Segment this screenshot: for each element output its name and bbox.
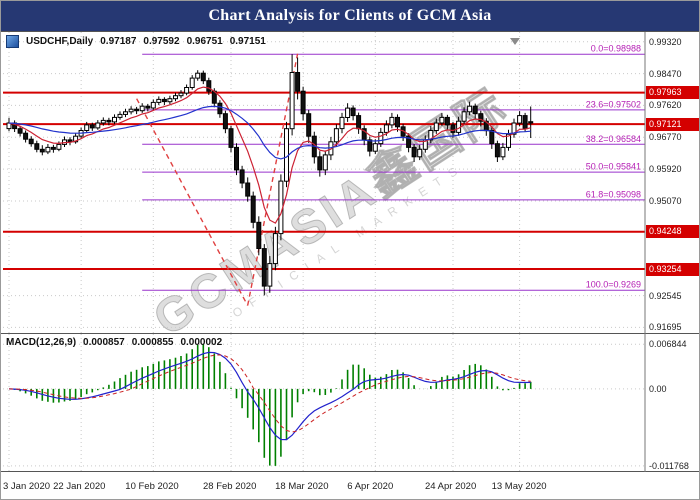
close-value: 0.97151 bbox=[229, 36, 266, 47]
date-label: 13 May 2020 bbox=[491, 481, 547, 492]
svg-text:100.0=0.9269: 100.0=0.9269 bbox=[586, 280, 641, 290]
svg-text:61.8=0.95098: 61.8=0.95098 bbox=[586, 189, 641, 199]
date-label: 24 Apr 2020 bbox=[425, 481, 477, 492]
price-tag: 0.97963 bbox=[646, 86, 699, 100]
macd-main-value: 0.000857 bbox=[83, 337, 125, 348]
date-label: 10 Feb 2020 bbox=[125, 481, 179, 492]
date-label: 28 Feb 2020 bbox=[203, 481, 257, 492]
price-tick-label: 0.99320 bbox=[649, 36, 682, 47]
macd-header: MACD(12,26,9) 0.000857 0.000855 0.000002 bbox=[6, 337, 222, 348]
chart-header: USDCHF,Daily 0.97187 0.97592 0.96751 0.9… bbox=[6, 35, 266, 48]
title-bar: Chart Analysis for Clients of GCM Asia bbox=[1, 1, 699, 32]
price-axis[interactable]: 0.99320 0.98470 0.97620 0.96770 0.95920 0.950… bbox=[646, 32, 699, 333]
open-value: 0.97187 bbox=[100, 36, 137, 47]
macd-tick-label: 0.00 bbox=[649, 383, 667, 394]
price-tick-label: 0.91695 bbox=[649, 322, 682, 333]
macd-signal-value: 0.000855 bbox=[131, 337, 174, 348]
date-label: 18 Mar 2020 bbox=[275, 481, 329, 492]
macd-axis[interactable]: 0.006844 0.00 -0.011768 bbox=[646, 334, 699, 471]
candlestick-chart[interactable]: 0.0=0.98988 23.6=0.97502 38.2=0.96584 50.0=… bbox=[1, 32, 700, 334]
price-tick-label: 0.96770 bbox=[649, 132, 682, 143]
svg-text:38.2=0.96584: 38.2=0.96584 bbox=[586, 134, 641, 144]
macd-tick-label: 0.006844 bbox=[649, 339, 687, 350]
price-tick-label: 0.98470 bbox=[649, 68, 682, 79]
price-tick-label: 0.92545 bbox=[649, 290, 682, 301]
price-tag: 0.93254 bbox=[646, 262, 699, 276]
high-value: 0.97592 bbox=[143, 36, 180, 47]
price-tag: 0.94248 bbox=[646, 225, 699, 239]
low-value: 0.96751 bbox=[186, 36, 223, 47]
svg-text:23.6=0.97502: 23.6=0.97502 bbox=[586, 99, 641, 109]
macd-tick-label: -0.011768 bbox=[649, 460, 689, 471]
date-label: 3 Jan 2020 bbox=[3, 481, 51, 492]
page-title: Chart Analysis for Clients of GCM Asia bbox=[208, 7, 492, 24]
macd-label: MACD(12,26,9) bbox=[6, 337, 77, 348]
main-chart-panel[interactable]: GCMASIA鑫国际 OFFICIAL MARKETS 0.0=0.98988 2… bbox=[1, 31, 700, 347]
macd-hist-value: 0.000002 bbox=[180, 337, 223, 348]
date-label: 22 Jan 2020 bbox=[53, 481, 106, 492]
price-tick-label: 0.95920 bbox=[649, 164, 682, 175]
time-axis[interactable]: 3 Jan 2020 22 Jan 2020 10 Feb 2020 28 Feb 2… bbox=[1, 471, 699, 499]
chart-icon bbox=[6, 35, 19, 48]
chart-shift-marker-icon[interactable] bbox=[510, 38, 520, 45]
price-tick-label: 0.97620 bbox=[649, 100, 682, 111]
svg-text:50.0=0.95841: 50.0=0.95841 bbox=[586, 162, 641, 172]
date-label: 6 Apr 2020 bbox=[347, 481, 394, 492]
macd-chart[interactable] bbox=[1, 334, 700, 472]
svg-text:0.0=0.98988: 0.0=0.98988 bbox=[591, 44, 641, 54]
price-tick-label: 0.95070 bbox=[649, 195, 682, 206]
symbol-label: USDCHF,Daily bbox=[26, 36, 94, 47]
price-tag: 0.97121 bbox=[646, 117, 699, 131]
macd-panel[interactable]: MACD(12,26,9) 0.000857 0.000855 0.000002… bbox=[1, 333, 700, 472]
